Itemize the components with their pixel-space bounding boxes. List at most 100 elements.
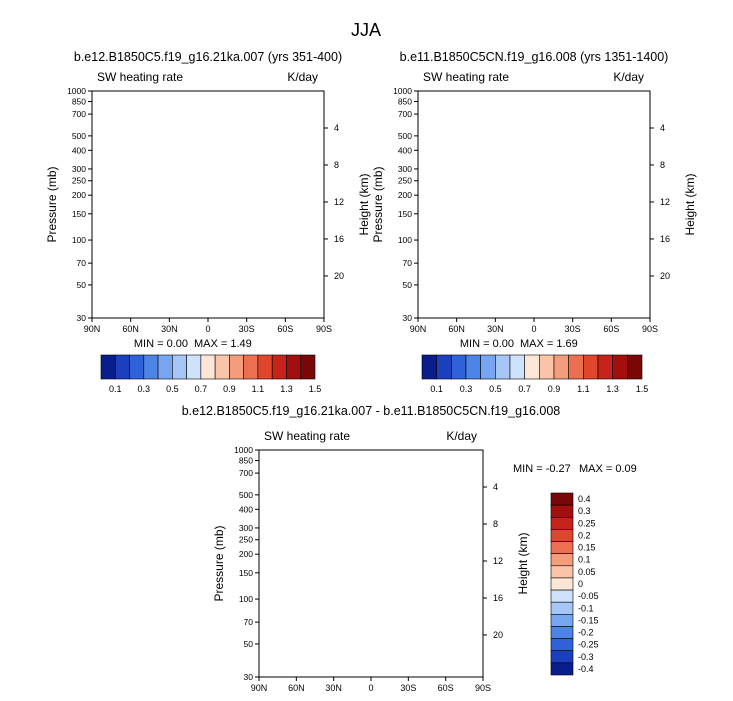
x-tick-label: 0 [531,324,536,334]
colorbar-label: -0.1 [578,603,594,613]
x-tick-label: 60N [288,683,305,693]
y-tick-label: 500 [239,490,253,500]
y2-axis-title: Height (km) [357,173,371,235]
colorbar-swatch [480,354,496,380]
colorbar-label: 0.05 [578,567,596,577]
colorbar-label: 0.15 [578,543,596,553]
y-tick-label: 70 [403,258,413,268]
colorbar-swatch [553,354,569,380]
x-tick-label: 60S [438,683,454,693]
colorbar-swatch [114,354,130,380]
panel-title: b.e12.B1850C5.f19_g16.21ka.007 (yrs 351-… [74,50,342,64]
colorbar-swatch [243,354,259,380]
x-tick-label: 30N [161,324,178,334]
max-label: MAX = 1.49 [194,338,252,350]
y-tick-label: 30 [77,313,87,323]
colorbar-label: 0.4 [578,494,591,504]
y2-tick-label: 8 [334,160,339,170]
colorbar-swatch [539,354,555,380]
colorbar-swatch [143,354,159,380]
colorbar-label: -0.25 [578,640,599,650]
y-tick-label: 400 [72,145,86,155]
colorbar-label: 0.3 [460,384,473,394]
y-tick-label: 700 [72,109,86,119]
y-tick-label: 30 [244,672,254,682]
y-tick-label: 500 [398,131,412,141]
min-label: MIN = 0.00 [460,338,514,350]
colorbar-swatch [257,354,273,380]
min-label: MIN = -0.27 [513,463,571,475]
min-label: MIN = 0.00 [134,338,188,350]
y2-tick-label: 4 [493,482,498,492]
y2-axis-title: Height (km) [683,173,697,235]
colorbar-swatch [550,529,574,542]
y2-tick-label: 16 [493,593,503,603]
y2-tick-label: 12 [493,556,503,566]
colorbar-label: 0.5 [489,384,502,394]
y-axis-title: Pressure (mb) [212,525,226,601]
colorbar-swatch [524,354,540,380]
colorbar-swatch [436,354,452,380]
colorbar: 0.4 0.3 0.25 0.2 0.15 0.1 0.05 0 -0.05 -0.1 -0.15 -… [550,492,599,676]
colorbar-swatch [550,504,574,518]
colorbar-swatch [550,492,574,506]
colorbar-swatch [612,354,628,380]
y-tick-label: 250 [72,176,86,186]
colorbar: 0.1 0.3 0.5 0.7 0.9 1.1 1.3 1.5 [421,354,648,394]
y-tick-label: 100 [398,235,412,245]
colorbar-swatch [597,354,613,380]
y-tick-label: 50 [244,639,254,649]
colorbar-swatch [271,354,287,380]
panel-title: b.e11.B1850C5CN.f19_g16.008 (yrs 1351-14… [400,50,669,64]
colorbar-swatch [550,662,574,676]
y-tick-label: 70 [77,258,87,268]
x-tick-label: 90S [316,324,332,334]
y-tick-label: 150 [239,568,253,578]
y-axis-title: Pressure (mb) [45,166,59,242]
colorbar-swatch [451,354,467,380]
y-tick-label: 200 [239,549,253,559]
y-tick-label: 150 [398,209,412,219]
x-tick-label: 0 [205,324,210,334]
left-string: SW heating rate [423,70,509,84]
y-tick-label: 850 [398,97,412,107]
colorbar-label: 1.1 [577,384,590,394]
colorbar-swatch [550,626,574,639]
colorbar-swatch [186,354,202,380]
y-tick-label: 250 [239,535,253,545]
colorbar-swatch [550,589,574,603]
colorbar-label: 0.7 [195,384,208,394]
y2-tick-label: 20 [660,271,670,281]
colorbar-label: 1.3 [606,384,619,394]
panel-2: b.e11.B1850C5CN.f19_g16.008 (yrs 1351-14… [371,50,697,394]
colorbar-swatch [550,565,574,579]
y-tick-label: 30 [403,313,413,323]
colorbar-swatch [157,354,173,380]
colorbar: 0.1 0.3 0.5 0.7 0.9 1.1 1.3 1.5 [100,354,322,394]
y-tick-label: 70 [244,617,254,627]
colorbar-swatch [550,601,574,615]
colorbar-label: 1.5 [309,384,322,394]
x-tick-label: 30N [325,683,342,693]
colorbar-swatch [627,354,643,380]
left-string: SW heating rate [264,429,350,443]
right-string: K/day [613,70,644,84]
panel-1: b.e12.B1850C5.f19_g16.21ka.007 (yrs 351-… [45,50,371,394]
y-tick-label: 1000 [234,445,253,455]
right-string: K/day [446,429,477,443]
max-label: MAX = 1.69 [520,338,578,350]
y2-tick-label: 4 [334,123,339,133]
y-tick-label: 50 [403,280,413,290]
colorbar-swatch [550,541,574,554]
x-tick-label: 30S [239,324,255,334]
panels: b.e12.B1850C5.f19_g16.21ka.007 (yrs 351-… [45,50,697,693]
colorbar-label: 0.7 [518,384,531,394]
colorbar-label: 0.3 [138,384,151,394]
y2-axis-title: Height (km) [516,532,530,594]
plot-frame [91,90,325,319]
colorbar-label: 0.2 [578,530,591,540]
x-tick-label: 60S [603,324,619,334]
y-tick-label: 200 [72,190,86,200]
x-tick-label: 60S [277,324,293,334]
